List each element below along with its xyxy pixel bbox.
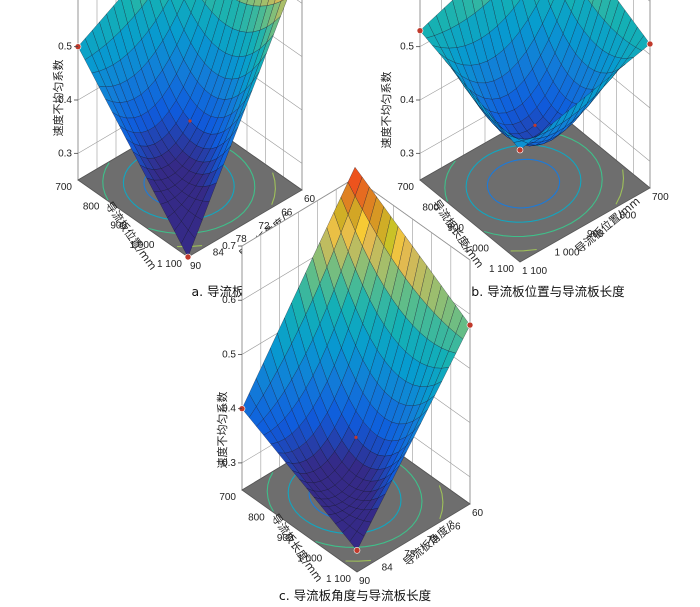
z-tick-label: 0.4 bbox=[58, 95, 72, 106]
y-tick-label: 78 bbox=[236, 234, 248, 245]
caption: c. 导流板角度与导流板长度 bbox=[279, 588, 432, 603]
z-tick-label: 0.4 bbox=[222, 404, 236, 415]
contour-line bbox=[486, 158, 561, 209]
x-tick-label: 1 000 bbox=[464, 244, 489, 255]
x-tick-label: 700 bbox=[219, 492, 236, 503]
design-point bbox=[646, 40, 654, 48]
design-point bbox=[533, 123, 537, 127]
x-tick-label: 700 bbox=[55, 182, 72, 193]
y-tick-label: 84 bbox=[382, 562, 394, 573]
design-point bbox=[516, 146, 524, 154]
design-point bbox=[184, 253, 192, 261]
z-tick-label: 0.5 bbox=[58, 42, 72, 53]
surface-mesh bbox=[77, 0, 288, 258]
x-tick-label: 1 000 bbox=[297, 554, 322, 565]
z-tick-label: 0.6 bbox=[222, 295, 236, 306]
surface-cell bbox=[349, 531, 365, 551]
x-tick-label: 1 100 bbox=[489, 264, 514, 275]
surface-cell bbox=[547, 0, 554, 8]
y-tick-label: 90 bbox=[190, 261, 202, 272]
z-tick-label: 0.3 bbox=[400, 148, 414, 159]
design-point bbox=[416, 27, 424, 34]
z-tick-label: 0.3 bbox=[58, 148, 72, 159]
y-tick-label: 84 bbox=[213, 248, 225, 259]
z-tick-label: 0.4 bbox=[400, 95, 414, 106]
y-tick-label: 60 bbox=[472, 508, 484, 519]
z-axis-title: 速度不均匀系数 bbox=[51, 60, 65, 137]
y-tick-label: 60 bbox=[304, 194, 316, 205]
z-axis-title: 速度不均匀系数 bbox=[215, 392, 229, 469]
surface-mesh bbox=[241, 166, 471, 551]
z-tick-label: 0.5 bbox=[222, 349, 236, 360]
x-tick-label: 900 bbox=[447, 223, 464, 234]
x-tick-label: 800 bbox=[83, 201, 100, 212]
contour-line bbox=[465, 144, 582, 223]
surface-cell bbox=[513, 140, 529, 151]
x-tick-label: 700 bbox=[397, 182, 414, 193]
design-point bbox=[188, 119, 192, 123]
x-tick-label: 800 bbox=[422, 203, 439, 214]
y-tick-label: 72 bbox=[427, 535, 439, 546]
x-tick-label: 900 bbox=[277, 533, 294, 544]
y-tick-label: 900 bbox=[587, 229, 604, 240]
surface-cell bbox=[180, 229, 196, 258]
surface-mesh bbox=[419, 0, 651, 151]
y-tick-label: 700 bbox=[652, 192, 669, 203]
design-point bbox=[353, 547, 361, 554]
y-tick-label: 72 bbox=[258, 221, 270, 232]
y-tick-label: 1 000 bbox=[555, 248, 580, 259]
y-tick-label: 78 bbox=[404, 549, 416, 560]
y-tick-label: 90 bbox=[359, 576, 371, 587]
caption: b. 导流板位置与导流板长度 bbox=[471, 284, 625, 299]
y-tick-label: 1 100 bbox=[522, 266, 547, 277]
x-tick-label: 900 bbox=[110, 221, 127, 232]
x-tick-label: 1 100 bbox=[157, 259, 182, 270]
surface-cell bbox=[534, 0, 540, 7]
y-tick-label: 800 bbox=[620, 211, 637, 222]
z-axis-title: 速度不均匀系数 bbox=[379, 72, 393, 149]
x-tick-label: 1 100 bbox=[326, 574, 351, 585]
design-point bbox=[466, 321, 474, 329]
z-tick-label: 0.3 bbox=[222, 458, 236, 469]
y-tick-label: 66 bbox=[449, 522, 461, 533]
x-tick-label: 800 bbox=[248, 513, 265, 524]
design-point bbox=[354, 435, 358, 439]
y-tick-label: 66 bbox=[281, 207, 293, 218]
z-tick-label: 0.5 bbox=[400, 42, 414, 53]
x-tick-label: 1 000 bbox=[129, 240, 154, 251]
z-tick-label: 0.7 bbox=[222, 241, 236, 252]
